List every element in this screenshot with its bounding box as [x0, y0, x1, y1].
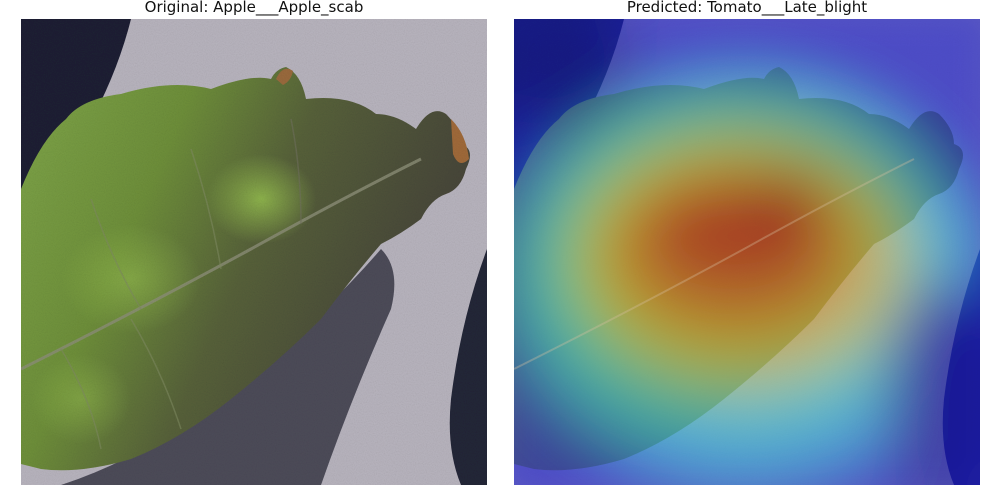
original-image-title: Original: Apple___Apple_scab	[144, 0, 364, 16]
original-leaf-image	[21, 19, 487, 485]
predicted-image-title: Predicted: Tomato___Late_blight	[626, 0, 868, 16]
gradcam-heatmap-image	[514, 19, 980, 485]
